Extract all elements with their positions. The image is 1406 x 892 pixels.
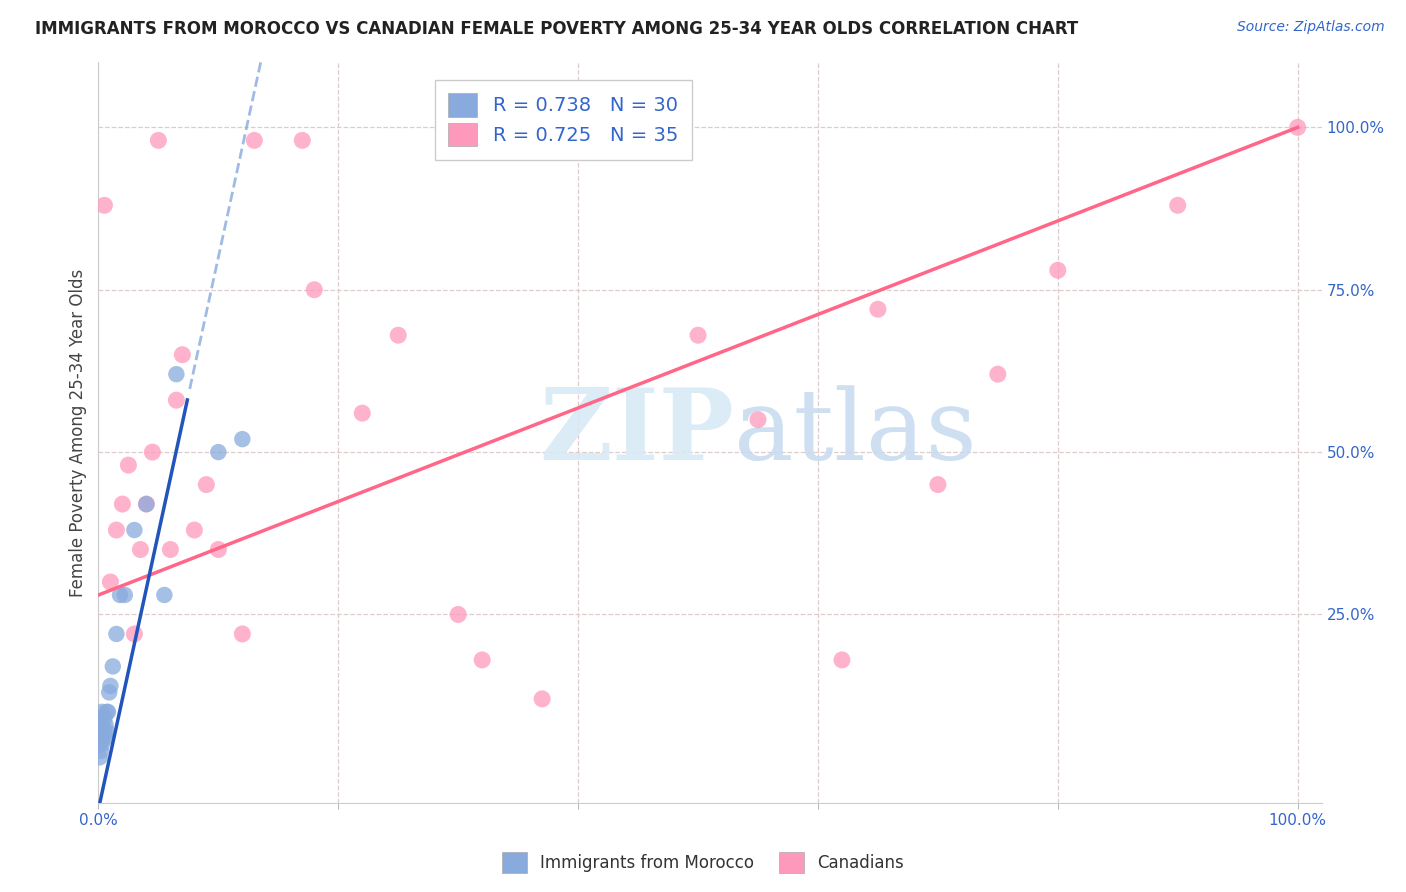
Point	[93, 724, 115, 739]
Point	[172, 348, 194, 362]
Point	[291, 133, 314, 147]
Point	[207, 542, 229, 557]
Point	[447, 607, 470, 622]
Point	[96, 705, 118, 719]
Legend: R = 0.738   N = 30, R = 0.725   N = 35: R = 0.738 N = 30, R = 0.725 N = 35	[434, 79, 692, 160]
Point	[124, 627, 146, 641]
Point	[90, 718, 112, 732]
Point	[90, 731, 112, 745]
Point	[94, 718, 117, 732]
Point	[1046, 263, 1069, 277]
Point	[148, 133, 170, 147]
Point	[927, 477, 949, 491]
Point	[105, 627, 128, 641]
Point	[531, 692, 554, 706]
Point	[165, 367, 187, 381]
Point	[100, 574, 122, 589]
Point	[159, 542, 181, 557]
Point	[231, 627, 253, 641]
Point	[89, 737, 111, 751]
Point	[747, 412, 769, 426]
Point	[111, 497, 134, 511]
Point	[114, 588, 136, 602]
Point	[135, 497, 157, 511]
Point	[243, 133, 266, 147]
Y-axis label: Female Poverty Among 25-34 Year Olds: Female Poverty Among 25-34 Year Olds	[69, 268, 87, 597]
Point	[94, 731, 117, 745]
Point	[1167, 198, 1189, 212]
Point	[124, 523, 146, 537]
Point	[98, 685, 121, 699]
Point	[627, 133, 650, 147]
Legend: Immigrants from Morocco, Canadians: Immigrants from Morocco, Canadians	[495, 846, 911, 880]
Point	[231, 432, 253, 446]
Point	[91, 737, 114, 751]
Point	[89, 711, 111, 725]
Point	[831, 653, 853, 667]
Point	[866, 302, 889, 317]
Point	[100, 679, 122, 693]
Point	[101, 659, 124, 673]
Point	[108, 588, 131, 602]
Text: Source: ZipAtlas.com: Source: ZipAtlas.com	[1237, 20, 1385, 34]
Point	[105, 523, 128, 537]
Point	[117, 458, 139, 472]
Point	[207, 445, 229, 459]
Text: atlas: atlas	[734, 384, 977, 481]
Point	[183, 523, 205, 537]
Text: ZIP: ZIP	[540, 384, 734, 481]
Text: IMMIGRANTS FROM MOROCCO VS CANADIAN FEMALE POVERTY AMONG 25-34 YEAR OLDS CORRELA: IMMIGRANTS FROM MOROCCO VS CANADIAN FEMA…	[35, 20, 1078, 37]
Point	[352, 406, 374, 420]
Point	[89, 724, 111, 739]
Point	[686, 328, 709, 343]
Point	[471, 653, 494, 667]
Point	[987, 367, 1010, 381]
Point	[91, 724, 114, 739]
Point	[97, 705, 120, 719]
Point	[165, 393, 187, 408]
Point	[135, 497, 157, 511]
Point	[93, 711, 115, 725]
Point	[141, 445, 163, 459]
Point	[93, 198, 115, 212]
Point	[90, 744, 112, 758]
Point	[89, 750, 111, 764]
Point	[153, 588, 176, 602]
Point	[129, 542, 152, 557]
Point	[91, 705, 114, 719]
Point	[387, 328, 409, 343]
Point	[96, 724, 118, 739]
Point	[1286, 120, 1309, 135]
Point	[304, 283, 326, 297]
Point	[91, 731, 114, 745]
Point	[195, 477, 218, 491]
